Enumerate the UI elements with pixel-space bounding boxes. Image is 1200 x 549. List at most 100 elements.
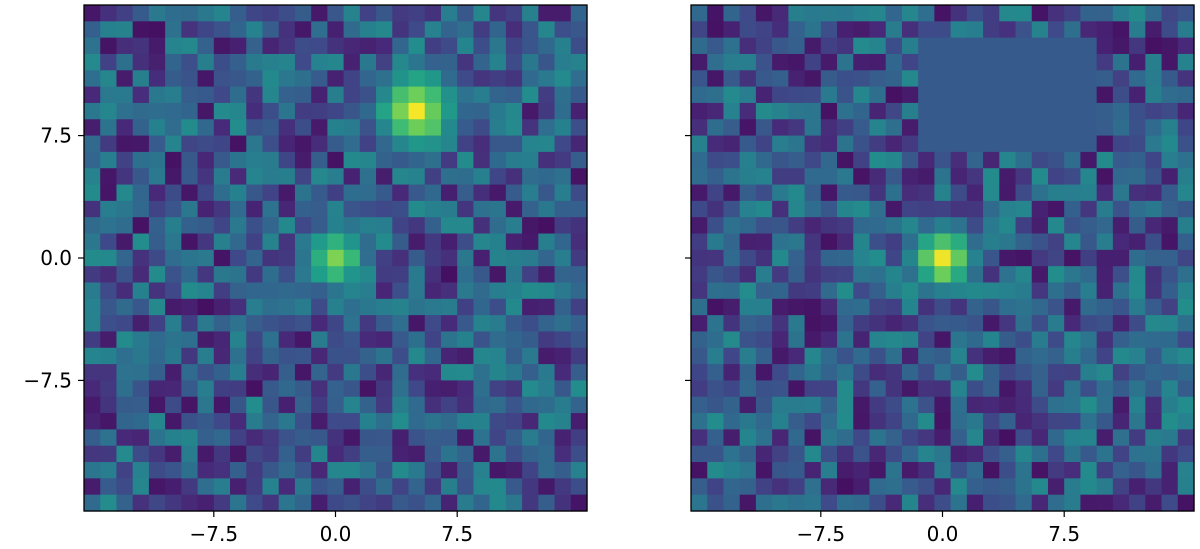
heatmap-cell bbox=[885, 53, 903, 71]
heatmap-cell bbox=[901, 119, 919, 137]
heatmap-cell bbox=[869, 37, 887, 55]
heatmap-cell bbox=[181, 135, 199, 153]
heatmap-cell bbox=[522, 478, 539, 496]
heatmap-cell bbox=[772, 70, 789, 88]
heatmap-cell bbox=[538, 494, 556, 512]
heatmap-cell bbox=[869, 135, 887, 153]
heatmap-cell bbox=[327, 315, 345, 333]
heatmap-cell bbox=[230, 5, 247, 22]
heatmap-cell bbox=[505, 200, 523, 218]
heatmap-cell bbox=[230, 429, 247, 447]
heatmap-cell bbox=[554, 5, 572, 22]
heatmap-cell bbox=[84, 331, 101, 349]
heatmap-cell bbox=[1161, 364, 1179, 382]
heatmap-cell bbox=[392, 315, 410, 333]
heatmap-cell bbox=[132, 21, 150, 39]
heatmap-cell bbox=[181, 53, 199, 71]
heatmap-cell bbox=[1161, 233, 1179, 251]
heatmap-cell bbox=[132, 200, 150, 218]
heatmap-cell bbox=[723, 266, 741, 284]
heatmap-cell bbox=[262, 5, 280, 22]
heatmap-cell bbox=[707, 217, 725, 235]
heatmap-cell bbox=[1080, 364, 1098, 382]
heatmap-cell bbox=[1177, 364, 1195, 382]
heatmap-cell bbox=[918, 21, 935, 39]
heatmap-cell bbox=[707, 315, 725, 333]
heatmap-cell bbox=[1161, 315, 1179, 333]
heatmap-cell bbox=[804, 298, 822, 316]
heatmap-cell bbox=[1064, 184, 1082, 202]
heatmap-cell bbox=[1015, 331, 1033, 349]
heatmap-cell bbox=[1161, 380, 1179, 398]
heatmap-cell bbox=[1047, 102, 1065, 120]
heatmap-cell bbox=[197, 135, 215, 153]
heatmap-cell bbox=[837, 53, 854, 71]
heatmap-cell bbox=[1129, 445, 1146, 463]
heatmap-cell bbox=[1112, 151, 1130, 169]
heatmap-cell bbox=[1064, 364, 1082, 382]
heatmap-cell bbox=[707, 233, 725, 251]
heatmap-cell bbox=[100, 37, 118, 55]
heatmap-cell bbox=[311, 37, 328, 55]
heatmap-cell bbox=[983, 135, 1000, 153]
heatmap-cell bbox=[246, 184, 264, 202]
heatmap-cell bbox=[213, 217, 231, 235]
heatmap-cell bbox=[424, 102, 442, 120]
heatmap-cell bbox=[1064, 5, 1082, 22]
heatmap-cell bbox=[457, 462, 475, 479]
heatmap-cell bbox=[440, 5, 458, 22]
heatmap-cell bbox=[1161, 282, 1179, 300]
heatmap-cell bbox=[489, 217, 507, 235]
heatmap-cell bbox=[376, 347, 393, 365]
heatmap-cell bbox=[343, 53, 361, 71]
heatmap-cell bbox=[691, 53, 708, 71]
heatmap-cell bbox=[1177, 135, 1195, 153]
heatmap-cell bbox=[246, 86, 264, 104]
heatmap-cell bbox=[554, 494, 572, 512]
heatmap-cell bbox=[788, 21, 806, 39]
heatmap-cell bbox=[853, 102, 871, 120]
heatmap-cell bbox=[1129, 331, 1146, 349]
heatmap-cell bbox=[327, 233, 345, 251]
heatmap-cell bbox=[132, 37, 150, 55]
heatmap-cell bbox=[197, 266, 215, 284]
heatmap-cell bbox=[473, 119, 491, 137]
heatmap-cell bbox=[457, 217, 475, 235]
heatmap-cell bbox=[246, 249, 264, 267]
heatmap-cell bbox=[213, 462, 231, 479]
heatmap-cell bbox=[918, 315, 935, 333]
heatmap-cell bbox=[691, 315, 708, 333]
heatmap-cell bbox=[489, 70, 507, 88]
heatmap-cell bbox=[165, 102, 182, 120]
heatmap-cell bbox=[408, 364, 426, 382]
heatmap-cell bbox=[473, 21, 491, 39]
heatmap-cell bbox=[999, 331, 1017, 349]
heatmap-cell bbox=[1145, 282, 1163, 300]
heatmap-cell bbox=[343, 168, 361, 186]
heatmap-cell bbox=[788, 380, 806, 398]
heatmap-cell bbox=[772, 347, 789, 365]
heatmap-cell bbox=[165, 396, 182, 414]
heatmap-cell bbox=[1177, 266, 1195, 284]
heatmap-cell bbox=[148, 282, 166, 300]
heatmap-cell bbox=[294, 21, 312, 39]
heatmap-cell bbox=[278, 478, 296, 496]
heatmap-cell bbox=[1096, 315, 1114, 333]
heatmap-cell bbox=[505, 413, 523, 430]
heatmap-cell bbox=[934, 429, 952, 447]
heatmap-cell bbox=[901, 53, 919, 71]
heatmap-cell bbox=[1064, 135, 1082, 153]
heatmap-cell bbox=[901, 478, 919, 496]
heatmap-cell bbox=[197, 282, 215, 300]
heatmap-cell bbox=[424, 445, 442, 463]
y-tick-label: −7.5 bbox=[23, 368, 72, 392]
heatmap-cell bbox=[505, 298, 523, 316]
heatmap-cell bbox=[392, 249, 410, 267]
heatmap-cell bbox=[522, 53, 539, 71]
heatmap-cell bbox=[691, 200, 708, 218]
heatmap-cell bbox=[966, 413, 984, 430]
heatmap-cell bbox=[1096, 119, 1114, 137]
heatmap-cell bbox=[1177, 70, 1195, 88]
heatmap-cell bbox=[376, 462, 393, 479]
heatmap-cell bbox=[132, 119, 150, 137]
